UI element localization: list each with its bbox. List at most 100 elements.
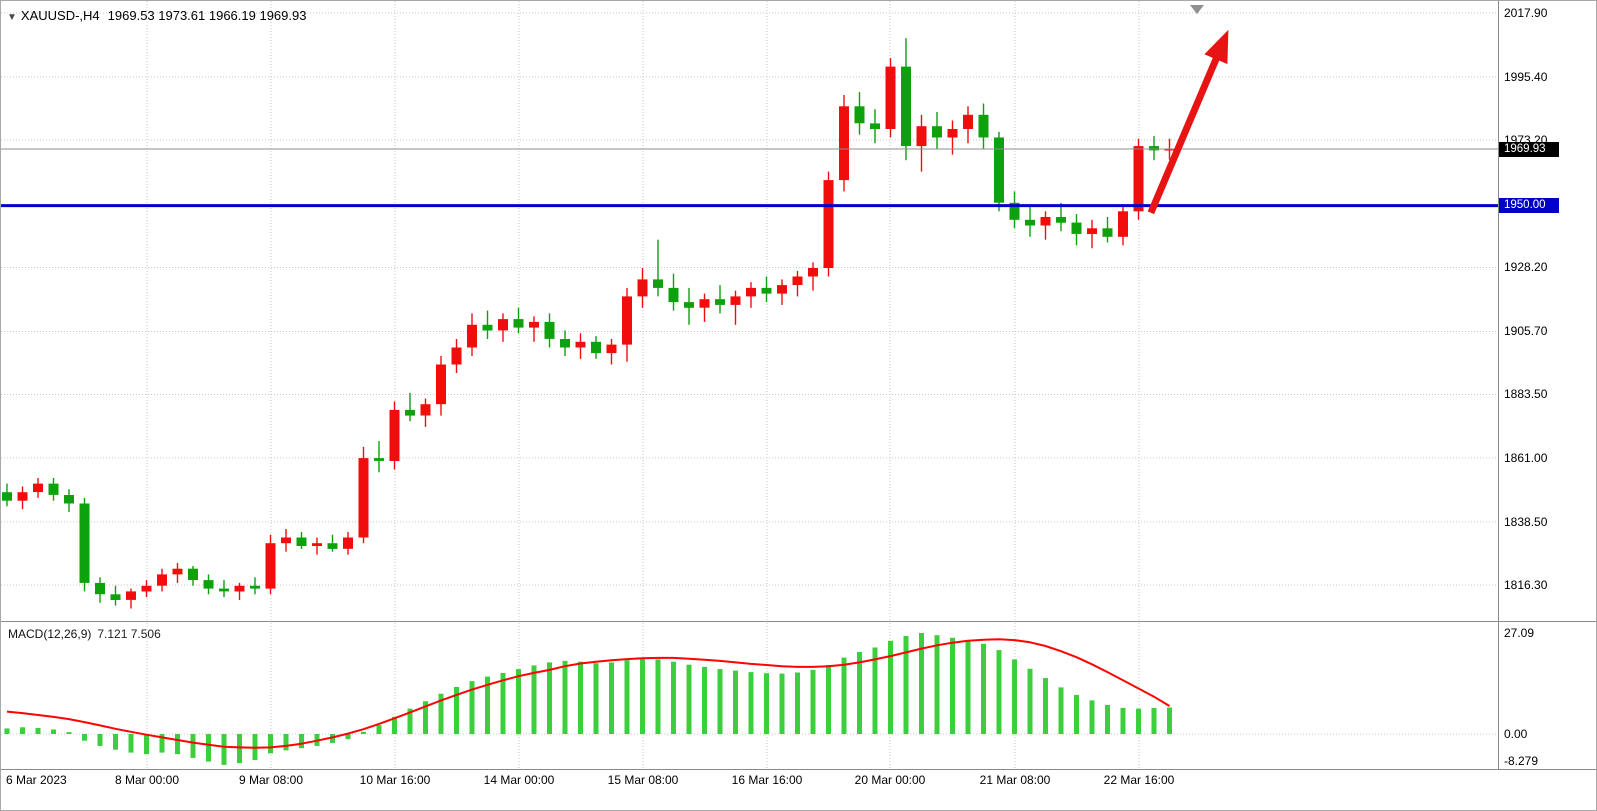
trend-arrow[interactable] [1147, 29, 1229, 215]
time-axis-label: 14 Mar 00:00 [483, 773, 555, 787]
macd-panel-canvas[interactable] [1, 623, 1498, 769]
candle[interactable] [420, 398, 431, 427]
symbol-info: ▼ XAUUSD-,H4 1969.53 1973.61 1966.19 1969.… [7, 8, 306, 23]
candle[interactable] [932, 112, 942, 149]
candle[interactable] [1071, 214, 1082, 246]
candle[interactable] [637, 268, 648, 308]
candle[interactable] [1087, 219, 1097, 249]
candle[interactable] [157, 568, 167, 592]
candle[interactable] [79, 497, 90, 592]
candle[interactable] [715, 285, 725, 314]
candle[interactable] [529, 316, 539, 342]
candle[interactable] [606, 339, 617, 365]
candle[interactable] [1040, 211, 1051, 240]
ohlc-values: 1969.53 1973.61 1966.19 1969.93 [107, 8, 307, 23]
symbol-timeframe-label: XAUUSD-,H4 [20, 8, 100, 23]
candle[interactable] [777, 279, 787, 305]
candle[interactable] [203, 574, 214, 595]
candle[interactable] [265, 534, 276, 595]
panel-separator[interactable] [1, 621, 1596, 622]
indicator-values: 7.121 7.506 [97, 627, 161, 641]
macd-axis-label: 27.09 [1504, 626, 1535, 640]
symbol-dropdown-icon[interactable]: ▼ [7, 12, 17, 23]
candle[interactable] [33, 478, 43, 498]
candle[interactable] [870, 109, 880, 144]
candle[interactable] [234, 582, 245, 600]
candle[interactable] [110, 585, 121, 606]
candle[interactable] [1118, 205, 1128, 246]
candle[interactable] [544, 313, 555, 348]
candle[interactable] [885, 58, 896, 138]
candle[interactable] [17, 486, 28, 510]
candle[interactable] [358, 446, 369, 544]
candle[interactable] [1133, 138, 1144, 220]
macd-axis-label: -8.279 [1504, 754, 1539, 768]
candle[interactable] [994, 131, 1004, 212]
candle[interactable] [374, 441, 384, 473]
candle[interactable] [312, 537, 322, 555]
candle[interactable] [1009, 191, 1020, 229]
time-axis-label: 20 Mar 00:00 [854, 773, 926, 787]
hline-price-badge: 1950.00 [1499, 198, 1559, 214]
candle[interactable] [95, 577, 105, 603]
candle[interactable] [281, 529, 291, 552]
axis-separator [1, 769, 1596, 770]
candle[interactable] [668, 273, 679, 311]
candle[interactable] [250, 577, 260, 595]
candle[interactable] [730, 290, 741, 325]
candle[interactable] [1102, 217, 1113, 243]
candle[interactable] [467, 313, 477, 356]
time-axis-label: 10 Mar 16:00 [359, 773, 431, 787]
macd-histogram [4, 633, 1172, 765]
price-axis-label: 1861.00 [1504, 451, 1548, 466]
candle[interactable] [2, 483, 12, 507]
current-price-badge: 1969.93 [1499, 141, 1559, 157]
candle[interactable] [839, 95, 849, 192]
price-axis-label: 1905.70 [1504, 324, 1548, 339]
candle[interactable] [172, 563, 183, 583]
price-axis-label: 1928.20 [1504, 260, 1548, 275]
candle[interactable] [48, 478, 59, 501]
candle[interactable] [901, 38, 911, 161]
candle[interactable] [560, 330, 570, 356]
candle[interactable] [622, 287, 632, 362]
object-anchor-icon[interactable] [1190, 5, 1204, 14]
candle[interactable] [343, 531, 353, 555]
candle[interactable] [64, 489, 74, 512]
candle[interactable] [1025, 205, 1035, 237]
price-chart-canvas[interactable] [1, 1, 1498, 621]
candle[interactable] [219, 580, 229, 598]
candle[interactable] [699, 293, 710, 322]
candle[interactable] [575, 333, 586, 359]
candle[interactable] [498, 313, 508, 342]
candle[interactable] [591, 336, 601, 359]
candles [2, 38, 1175, 609]
candle[interactable] [126, 588, 136, 609]
time-axis-label: 21 Mar 08:00 [979, 773, 1051, 787]
candle[interactable] [684, 287, 694, 325]
candle[interactable] [823, 171, 834, 277]
candle[interactable] [188, 565, 198, 586]
candle[interactable] [854, 92, 865, 135]
time-axis-label: 16 Mar 16:00 [731, 773, 803, 787]
candle[interactable] [761, 276, 772, 303]
candle[interactable] [389, 401, 400, 470]
candle[interactable] [746, 282, 756, 308]
candle[interactable] [451, 339, 462, 373]
candle[interactable] [141, 580, 152, 598]
candle[interactable] [436, 356, 446, 416]
candle[interactable] [327, 534, 338, 552]
candle[interactable] [1149, 136, 1159, 161]
candle[interactable] [482, 310, 493, 339]
candle[interactable] [963, 106, 973, 144]
candle[interactable] [808, 262, 818, 291]
candle[interactable] [405, 392, 415, 422]
candle[interactable] [792, 270, 803, 297]
candle[interactable] [1056, 202, 1066, 232]
candle[interactable] [513, 307, 524, 334]
candle[interactable] [916, 114, 927, 172]
candle[interactable] [296, 531, 307, 549]
candle[interactable] [653, 239, 663, 297]
candle[interactable] [978, 103, 989, 149]
